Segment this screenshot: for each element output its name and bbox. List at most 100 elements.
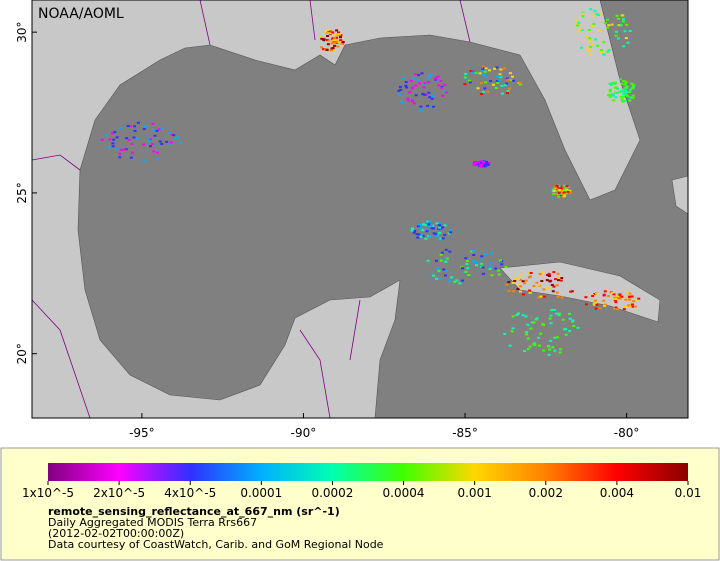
x-tick-label: -90° <box>291 426 317 440</box>
reflectance-pixel <box>411 99 415 102</box>
reflectance-pixel <box>599 49 603 52</box>
reflectance-pixel <box>546 273 550 276</box>
reflectance-pixel <box>556 272 560 275</box>
reflectance-pixel <box>500 84 504 87</box>
reflectance-pixel <box>593 303 597 306</box>
reflectance-pixel <box>622 92 626 95</box>
reflectance-pixel <box>547 272 551 275</box>
reflectance-pixel <box>148 140 152 143</box>
reflectance-pixel <box>479 258 483 261</box>
reflectance-pixel <box>618 78 622 81</box>
reflectance-pixel <box>637 297 641 300</box>
reflectance-pixel <box>513 277 517 280</box>
reflectance-pixel <box>442 268 446 271</box>
reflectance-pixel <box>426 220 430 223</box>
reflectance-pixel <box>613 296 617 299</box>
reflectance-pixel <box>516 283 520 286</box>
reflectance-pixel <box>626 292 630 295</box>
reflectance-pixel <box>547 353 551 356</box>
reflectance-pixel <box>152 150 156 153</box>
reflectance-pixel <box>419 105 423 108</box>
reflectance-pixel <box>568 191 572 194</box>
reflectance-pixel <box>468 81 472 84</box>
reflectance-pixel <box>622 88 626 91</box>
reflectance-pixel <box>561 318 565 321</box>
reflectance-pixel <box>173 137 177 140</box>
reflectance-pixel <box>576 326 580 329</box>
y-tick-label: 30° <box>15 22 29 43</box>
reflectance-pixel <box>479 262 483 265</box>
reflectance-pixel <box>584 296 588 299</box>
reflectance-pixel <box>398 85 402 88</box>
reflectance-pixel <box>536 284 540 287</box>
reflectance-pixel <box>511 327 515 330</box>
reflectance-pixel <box>118 152 122 155</box>
reflectance-pixel <box>602 41 606 44</box>
reflectance-pixel <box>417 223 421 226</box>
reflectance-pixel <box>486 90 490 93</box>
reflectance-pixel <box>542 349 546 352</box>
reflectance-pixel <box>417 233 421 236</box>
reflectance-pixel <box>588 37 592 40</box>
reflectance-pixel <box>568 189 572 192</box>
reflectance-pixel <box>552 308 556 311</box>
reflectance-pixel <box>610 291 614 294</box>
reflectance-pixel <box>110 132 114 135</box>
reflectance-pixel <box>111 142 115 145</box>
reflectance-pixel <box>426 104 430 107</box>
reflectance-pixel <box>489 80 493 83</box>
reflectance-pixel <box>481 68 485 71</box>
reflectance-pixel <box>539 332 543 335</box>
reflectance-pixel <box>511 282 515 285</box>
reflectance-pixel <box>572 325 576 328</box>
reflectance-pixel <box>623 30 627 33</box>
reflectance-pixel <box>626 41 630 44</box>
reflectance-pixel <box>558 351 562 354</box>
reflectance-pixel <box>438 232 442 235</box>
reflectance-pixel <box>421 229 425 232</box>
reflectance-pixel <box>331 47 335 50</box>
reflectance-pixel <box>426 224 430 227</box>
reflectance-pixel <box>620 14 624 17</box>
reflectance-pixel <box>487 161 491 164</box>
reflectance-pixel <box>607 49 611 52</box>
reflectance-pixel <box>495 75 499 78</box>
reflectance-pixel <box>552 285 556 288</box>
reflectance-pixel <box>500 263 504 266</box>
colorbar-tick-label: 0.01 <box>675 486 702 500</box>
reflectance-pixel <box>438 238 442 241</box>
reflectance-pixel <box>594 307 598 310</box>
reflectance-pixel <box>474 264 478 267</box>
reflectance-pixel <box>615 14 619 17</box>
reflectance-pixel <box>149 138 153 141</box>
reflectance-pixel <box>559 194 563 197</box>
reflectance-pixel <box>581 12 585 15</box>
reflectance-pixel <box>620 98 624 101</box>
reflectance-pixel <box>428 220 432 223</box>
reflectance-pixel <box>431 274 435 277</box>
reflectance-pixel <box>510 330 514 333</box>
reflectance-pixel <box>610 82 614 85</box>
reflectance-pixel <box>614 301 618 304</box>
reflectance-pixel <box>178 141 182 144</box>
reflectance-pixel <box>429 73 433 76</box>
reflectance-pixel <box>635 298 639 301</box>
reflectance-pixel <box>505 92 509 95</box>
reflectance-pixel <box>131 151 135 154</box>
reflectance-pixel <box>542 288 546 291</box>
reflectance-pixel <box>494 267 498 270</box>
reflectance-pixel <box>483 164 487 167</box>
reflectance-pixel <box>622 45 626 48</box>
reflectance-pixel <box>612 94 616 97</box>
reflectance-pixel <box>593 293 597 296</box>
reflectance-pixel <box>557 192 561 195</box>
reflectance-pixel <box>400 100 404 103</box>
reflectance-pixel <box>490 274 494 277</box>
reflectance-pixel <box>525 333 529 336</box>
reflectance-pixel <box>442 90 446 93</box>
reflectance-pixel <box>339 39 343 42</box>
reflectance-pixel <box>625 85 629 88</box>
reflectance-pixel <box>418 82 422 85</box>
reflectance-pixel <box>630 87 634 90</box>
